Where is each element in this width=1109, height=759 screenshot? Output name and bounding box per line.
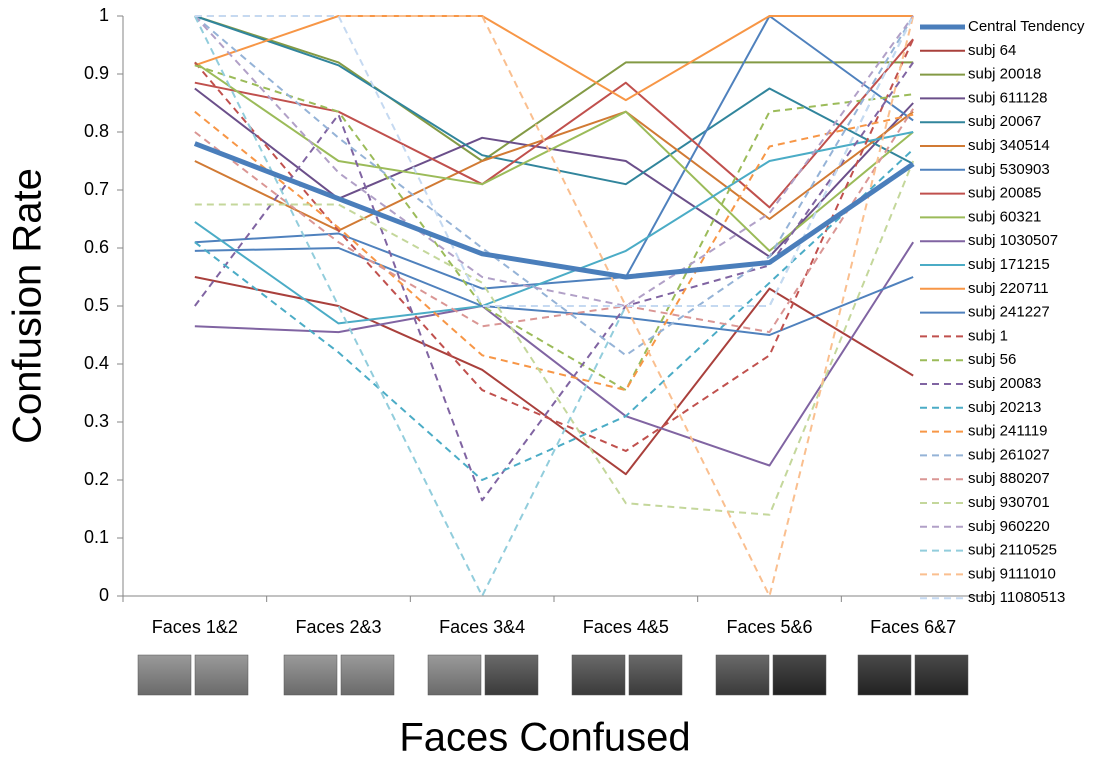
legend-label: subj 11080513 <box>968 589 1065 606</box>
legend-label: subj 20018 <box>968 66 1041 83</box>
chart: Confusion Rate Faces Confused 0 0.1 0.2 0.3… <box>0 0 1109 759</box>
legend-label: subj 1 <box>968 327 1008 344</box>
series-line <box>195 16 913 289</box>
series-line <box>195 39 913 207</box>
legend-label: subj 20213 <box>968 399 1041 416</box>
y-tick-label: 0.9 <box>84 63 109 83</box>
legend-label: subj 930701 <box>968 494 1050 511</box>
x-tick-label: Faces 4&5 <box>583 617 669 637</box>
x-tick-label: Faces 5&6 <box>726 617 812 637</box>
x-tick-label: Faces 2&3 <box>295 617 381 637</box>
legend-label: subj 530903 <box>968 161 1050 178</box>
legend-label: subj 64 <box>968 42 1016 59</box>
y-tick-label: 0 <box>99 585 109 605</box>
x-tick-label: Faces 1&2 <box>152 617 238 637</box>
y-tick-label: 0.5 <box>84 295 109 315</box>
face-thumbnails <box>138 655 968 695</box>
series-line <box>195 277 913 474</box>
series-line <box>195 16 913 100</box>
series-line <box>195 248 913 335</box>
series-line <box>195 242 913 465</box>
legend-label: subj 960220 <box>968 518 1050 535</box>
y-tick-label: 0.7 <box>84 179 109 199</box>
legend-label: subj 261027 <box>968 446 1050 463</box>
legend-label: subj 60321 <box>968 208 1041 225</box>
legend-label: subj 340514 <box>968 137 1050 154</box>
legend-label: subj 880207 <box>968 470 1050 487</box>
legend-label: subj 220711 <box>968 280 1049 297</box>
legend-label: subj 241227 <box>968 304 1050 321</box>
y-tick-label: 0.8 <box>84 121 109 141</box>
series-line <box>195 16 913 596</box>
legend-label: subj 2110525 <box>968 542 1057 559</box>
legend-label: subj 56 <box>968 351 1016 368</box>
y-tick-label: 0.4 <box>84 353 109 373</box>
y-axis-title: Confusion Rate <box>6 168 50 444</box>
y-tick-label: 1 <box>99 5 109 25</box>
y-tick-label: 0.2 <box>84 469 109 489</box>
y-tick-label: 0.6 <box>84 237 109 257</box>
x-axis-title: Faces Confused <box>399 716 690 759</box>
legend-label: subj 20085 <box>968 185 1041 202</box>
legend-label: subj 611128 <box>968 89 1048 106</box>
series-line <box>195 62 913 251</box>
legend-label: Central Tendency <box>968 18 1085 35</box>
x-tick-label: Faces 6&7 <box>870 617 956 637</box>
legend-label: subj 1030507 <box>968 232 1058 249</box>
series-line <box>195 65 913 390</box>
series-line <box>195 16 913 596</box>
series-line <box>195 62 913 500</box>
legend-label: subj 241119 <box>968 423 1048 440</box>
y-tick-label: 0.3 <box>84 411 109 431</box>
x-tick-label: Faces 3&4 <box>439 617 525 637</box>
legend-label: subj 20067 <box>968 113 1041 130</box>
legend-label: subj 20083 <box>968 375 1041 392</box>
legend-label: subj 9111010 <box>968 565 1056 582</box>
legend-label: subj 171215 <box>968 256 1050 273</box>
y-tick-label: 0.1 <box>84 527 109 547</box>
